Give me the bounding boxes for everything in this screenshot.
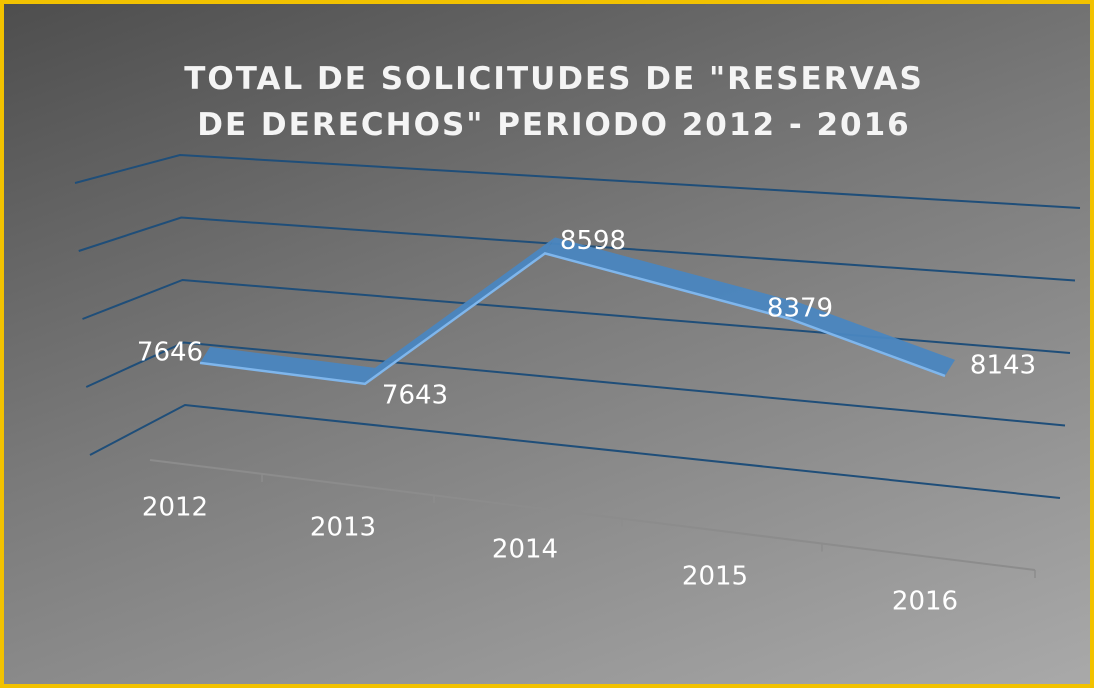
grid-line xyxy=(78,216,1076,282)
chart-title: TOTAL DE SOLICITUDES DE "RESERVAS DE DER… xyxy=(184,61,924,143)
ribbon xyxy=(790,302,955,376)
x-tick-label: 2014 xyxy=(492,535,558,565)
x-tick-label: 2016 xyxy=(892,587,958,617)
data-label: 8143 xyxy=(970,350,1036,380)
x-tick-label: 2013 xyxy=(310,513,376,543)
x-tick-label: 2015 xyxy=(682,562,748,592)
x-tick-label: 2012 xyxy=(142,493,208,523)
data-label: 7643 xyxy=(382,380,448,410)
data-label: 7646 xyxy=(137,337,203,367)
data-label: 8598 xyxy=(560,226,626,256)
grid-line xyxy=(85,341,1066,427)
ribbon xyxy=(545,237,800,319)
grid-line xyxy=(74,153,1081,209)
grid-line xyxy=(82,278,1071,354)
data-line xyxy=(199,252,946,386)
x-axis xyxy=(149,459,1036,571)
grid-line xyxy=(89,403,1061,499)
ribbon xyxy=(200,346,375,384)
ribbon xyxy=(365,237,555,384)
chart: 7646 2012 7643 2013 8598 2014 8379 2015 8143 2016 xyxy=(74,153,1081,617)
data-label: 8379 xyxy=(767,293,833,323)
